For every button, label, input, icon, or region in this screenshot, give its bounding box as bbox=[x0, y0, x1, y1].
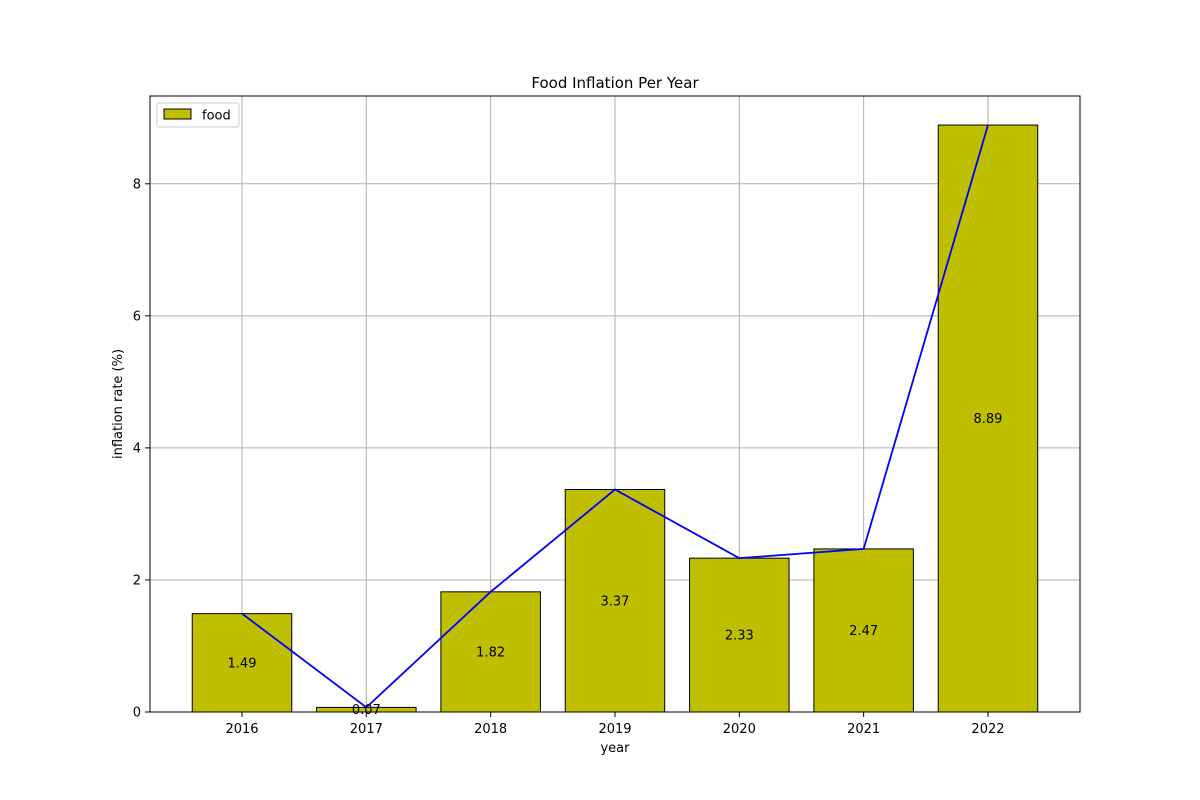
data-label: 2.47 bbox=[849, 624, 878, 639]
x-tick-label: 2016 bbox=[225, 722, 258, 737]
x-tick-label: 2020 bbox=[723, 722, 756, 737]
bar-layer bbox=[191, 124, 1039, 713]
x-axis-label: year bbox=[600, 741, 630, 756]
chart-title: Food Inflation Per Year bbox=[531, 74, 699, 92]
data-label: 1.82 bbox=[476, 645, 505, 660]
data-label: 2.33 bbox=[725, 629, 754, 644]
x-tick-label: 2019 bbox=[598, 722, 631, 737]
bar bbox=[191, 613, 293, 713]
data-label-layer: 1.49 0.07 1.82 3.37 2.33 2.47 8.89 bbox=[228, 412, 1003, 718]
data-label: 1.49 bbox=[228, 656, 257, 671]
x-tick-label: 2021 bbox=[847, 722, 880, 737]
data-label: 3.37 bbox=[601, 594, 630, 609]
y-tick-label: 4 bbox=[133, 441, 141, 456]
y-tick-label: 8 bbox=[133, 177, 141, 192]
line-layer bbox=[241, 124, 989, 709]
legend-label-food: food bbox=[202, 109, 231, 124]
y-axis-label: inflation rate (%) bbox=[111, 349, 126, 459]
x-tick-label: 2022 bbox=[971, 722, 1004, 737]
data-label: 0.07 bbox=[352, 703, 381, 718]
y-tick-label: 0 bbox=[133, 706, 141, 721]
bar bbox=[937, 124, 1039, 713]
y-tick-label: 6 bbox=[133, 309, 141, 324]
x-tick-label: 2018 bbox=[474, 722, 507, 737]
bar bbox=[813, 548, 914, 713]
y-tick-label: 2 bbox=[133, 573, 141, 588]
data-label: 8.89 bbox=[974, 412, 1003, 427]
trend-line bbox=[241, 124, 989, 709]
legend: food bbox=[156, 102, 240, 128]
legend-swatch-food bbox=[163, 108, 192, 120]
x-tick-label: 2017 bbox=[350, 722, 383, 737]
tick-layer: 0 2 4 6 8 2016 2017 2018 2019 2020 2021 2022 bbox=[133, 177, 1005, 737]
